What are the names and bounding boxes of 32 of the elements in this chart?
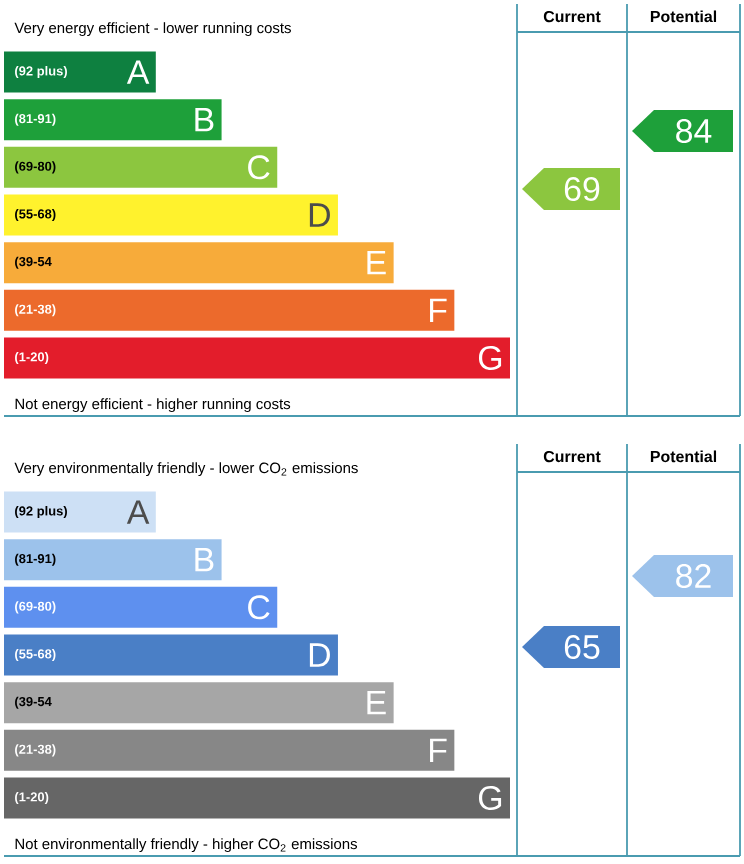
y-tick-label: F: [430, 298, 447, 322]
text: 65: [564, 635, 600, 660]
y-tick-label: D: [309, 643, 330, 667]
bar: [4, 634, 338, 676]
y-tick-label: C: [248, 155, 270, 180]
text: 84: [676, 119, 712, 144]
bar: [4, 729, 455, 771]
bar: [4, 586, 278, 628]
y-tick-label: G: [478, 786, 502, 810]
y-tick-label: E: [367, 251, 386, 275]
bar: [4, 242, 394, 284]
y-tick-label: D: [309, 203, 330, 227]
text: 69: [564, 177, 600, 202]
bar: [4, 51, 156, 93]
y-tick-label: C: [248, 595, 270, 620]
bar: [4, 682, 394, 724]
bar: [4, 99, 222, 141]
y-tick-label: B: [195, 548, 214, 572]
y-tick-label: F: [430, 738, 447, 762]
y-tick-label: E: [367, 691, 386, 715]
y-tick-label: G: [478, 346, 502, 370]
y-tick-label: A: [126, 60, 150, 84]
bar: [4, 491, 156, 533]
text: 82: [676, 564, 711, 589]
bar: [4, 539, 222, 581]
bar: [4, 777, 510, 819]
bar: [4, 337, 510, 379]
y-tick-label: A: [126, 500, 150, 524]
bar: [4, 289, 455, 331]
bar: [4, 146, 278, 188]
y-tick-label: B: [195, 108, 214, 132]
bar: [4, 194, 338, 236]
